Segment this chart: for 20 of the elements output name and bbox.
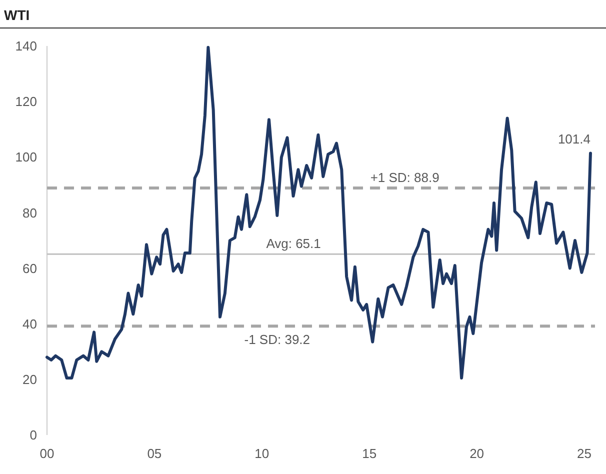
- x-tick-label: 10: [254, 446, 270, 461]
- line-series: [46, 46, 592, 380]
- x-tick-label: 05: [147, 446, 162, 461]
- y-tick-label: 40: [22, 316, 37, 332]
- annotation: 101.4: [558, 131, 590, 146]
- y-tick-label: 120: [15, 94, 37, 110]
- y-tick-label: 140: [15, 38, 37, 54]
- y-tick-label: 80: [22, 205, 37, 220]
- ref-line-label: -1 SD: 39.2: [244, 332, 310, 348]
- y-tick-label: 20: [22, 372, 37, 387]
- y-tick-label: 0: [30, 428, 37, 443]
- ref-line-label: +1 SD: 88.9: [370, 170, 440, 185]
- y-tick-label: 100: [15, 150, 37, 165]
- x-tick-label: 15: [362, 446, 377, 461]
- y-tick-label: 60: [22, 260, 37, 276]
- x-tick-label: 00: [40, 446, 54, 461]
- x-tick-label: 20: [470, 446, 484, 461]
- chart-title: WTI: [4, 7, 30, 23]
- x-tick-label: 25: [577, 446, 592, 461]
- ref-line-label: Avg: 65.1: [266, 236, 321, 252]
